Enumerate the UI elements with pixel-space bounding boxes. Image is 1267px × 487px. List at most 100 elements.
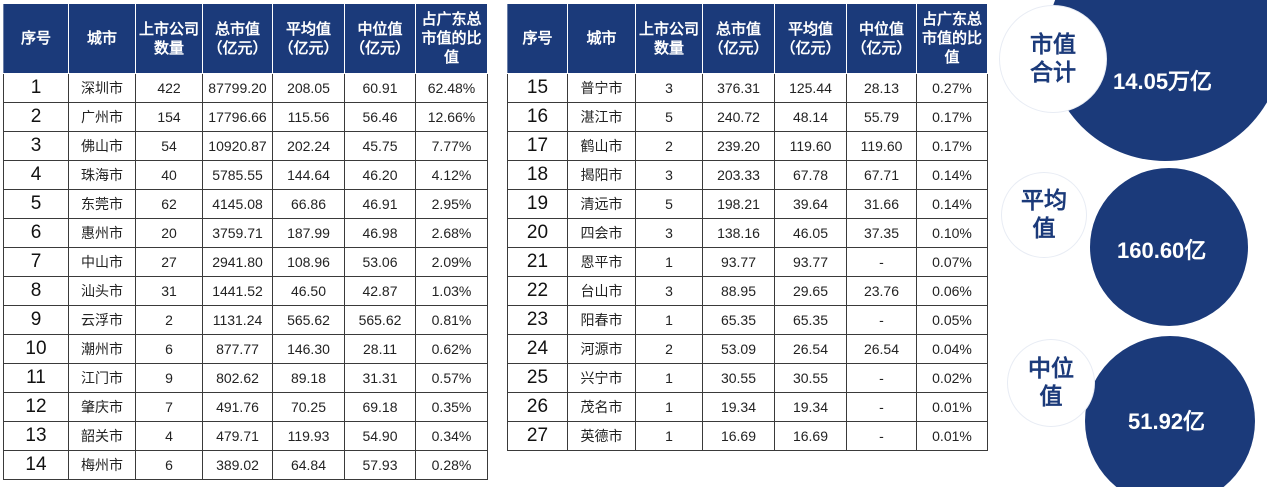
cell-total-market-cap: 65.35 <box>702 305 775 335</box>
cell-company-count: 1 <box>635 305 703 335</box>
cell-average: 67.78 <box>774 160 847 190</box>
cell-average: 46.05 <box>774 218 847 248</box>
cell-rank: 5 <box>3 189 69 219</box>
cell-median: 31.66 <box>846 189 917 219</box>
mean-label: 平均值 <box>1021 188 1067 242</box>
cell-city: 恩平市 <box>567 247 636 277</box>
cell-company-count: 4 <box>135 421 203 451</box>
total-market-cap-badge: 市值合计 <box>1000 6 1106 112</box>
cell-city: 佛山市 <box>68 131 136 161</box>
cell-share: 0.27% <box>916 73 988 103</box>
cell-city: 珠海市 <box>68 160 136 190</box>
cell-average: 66.86 <box>272 189 345 219</box>
mean-badge: 平均值 <box>1002 173 1086 257</box>
cell-company-count: 1 <box>635 247 703 277</box>
table-row: 21 恩平市 1 93.77 93.77-0.07% <box>507 247 988 277</box>
cell-company-count: 1 <box>635 392 703 422</box>
cell-average: 29.65 <box>774 276 847 306</box>
cell-share: 0.01% <box>916 421 988 451</box>
table-row: 5 东莞市 62 4145.08 66.86 46.91 2.95% <box>3 189 488 219</box>
cell-total-market-cap: 4145.08 <box>202 189 273 219</box>
cell-median: 28.13 <box>846 73 917 103</box>
cell-median: - <box>846 421 917 451</box>
cell-share: 0.62% <box>415 334 488 364</box>
cell-total-market-cap: 93.77 <box>702 247 775 277</box>
cell-total-market-cap: 3759.71 <box>202 218 273 248</box>
mean-value: 160.60亿 <box>1117 238 1207 263</box>
cell-total-market-cap: 240.72 <box>702 102 775 132</box>
cell-rank: 3 <box>3 131 69 161</box>
header-share: 占广东总市值的比值 <box>415 3 488 74</box>
header-city: 城市 <box>567 3 636 74</box>
cell-median: 53.06 <box>344 247 416 277</box>
header-average: 平均值（亿元） <box>272 3 345 74</box>
cell-rank: 24 <box>507 334 568 364</box>
cell-total-market-cap: 877.77 <box>202 334 273 364</box>
cell-rank: 2 <box>3 102 69 132</box>
table-row: 20 四会市 3 138.16 46.05 37.35 0.10% <box>507 218 988 248</box>
cell-city: 惠州市 <box>68 218 136 248</box>
cell-company-count: 154 <box>135 102 203 132</box>
cell-total-market-cap: 239.20 <box>702 131 775 161</box>
cell-median: 565.62 <box>344 305 416 335</box>
cell-share: 0.05% <box>916 305 988 335</box>
cell-company-count: 9 <box>135 363 203 393</box>
cell-total-market-cap: 16.69 <box>702 421 775 451</box>
cell-share: 1.03% <box>415 276 488 306</box>
cell-company-count: 5 <box>635 102 703 132</box>
cell-rank: 27 <box>507 421 568 451</box>
cell-median: 60.91 <box>344 73 416 103</box>
cell-total-market-cap: 1131.24 <box>202 305 273 335</box>
cell-company-count: 3 <box>635 160 703 190</box>
cell-median: 37.35 <box>846 218 917 248</box>
cell-company-count: 5 <box>635 189 703 219</box>
cell-company-count: 27 <box>135 247 203 277</box>
cell-company-count: 7 <box>135 392 203 422</box>
cell-city: 河源市 <box>567 334 636 364</box>
cell-city: 肇庆市 <box>68 392 136 422</box>
cell-average: 144.64 <box>272 160 345 190</box>
table-row: 2 广州市 154 17796.66 115.56 56.46 12.66% <box>3 102 488 132</box>
table-row: 23 阳春市 1 65.35 65.35-0.05% <box>507 305 988 335</box>
cell-rank: 18 <box>507 160 568 190</box>
cell-total-market-cap: 389.02 <box>202 450 273 480</box>
table-row: 7 中山市 27 2941.80 108.96 53.06 2.09% <box>3 247 488 277</box>
cell-median: 54.90 <box>344 421 416 451</box>
cell-city: 广州市 <box>68 102 136 132</box>
cell-company-count: 2 <box>135 305 203 335</box>
cell-median: 119.60 <box>846 131 917 161</box>
cell-rank: 11 <box>3 363 69 393</box>
cell-share: 12.66% <box>415 102 488 132</box>
cell-median: 28.11 <box>344 334 416 364</box>
cell-average: 93.77 <box>774 247 847 277</box>
cell-median: 46.20 <box>344 160 416 190</box>
cell-company-count: 6 <box>135 450 203 480</box>
header-company-count: 上市公司数量 <box>635 3 703 74</box>
cell-company-count: 62 <box>135 189 203 219</box>
cell-rank: 9 <box>3 305 69 335</box>
header-median: 中位值（亿元） <box>846 3 917 74</box>
median-value: 51.92亿 <box>1128 409 1206 434</box>
cell-total-market-cap: 88.95 <box>702 276 775 306</box>
cell-company-count: 31 <box>135 276 203 306</box>
cell-average: 119.93 <box>272 421 345 451</box>
cell-median: 46.98 <box>344 218 416 248</box>
cell-median: 23.76 <box>846 276 917 306</box>
cell-city: 深圳市 <box>68 73 136 103</box>
table-row: 25 兴宁市 1 30.55 30.55-0.02% <box>507 363 988 393</box>
cell-rank: 21 <box>507 247 568 277</box>
cell-city: 韶关市 <box>68 421 136 451</box>
cell-share: 2.68% <box>415 218 488 248</box>
table-row: 14 梅州市 6 389.02 64.84 57.93 0.28% <box>3 450 488 480</box>
cell-rank: 26 <box>507 392 568 422</box>
cell-rank: 7 <box>3 247 69 277</box>
cell-city: 普宁市 <box>567 73 636 103</box>
cell-median: 57.93 <box>344 450 416 480</box>
cell-city: 湛江市 <box>567 102 636 132</box>
cell-rank: 12 <box>3 392 69 422</box>
table-row: 4 珠海市 40 5785.55 144.64 46.20 4.12% <box>3 160 488 190</box>
cell-average: 26.54 <box>774 334 847 364</box>
cell-city: 兴宁市 <box>567 363 636 393</box>
cell-share: 0.81% <box>415 305 488 335</box>
cell-median: - <box>846 247 917 277</box>
